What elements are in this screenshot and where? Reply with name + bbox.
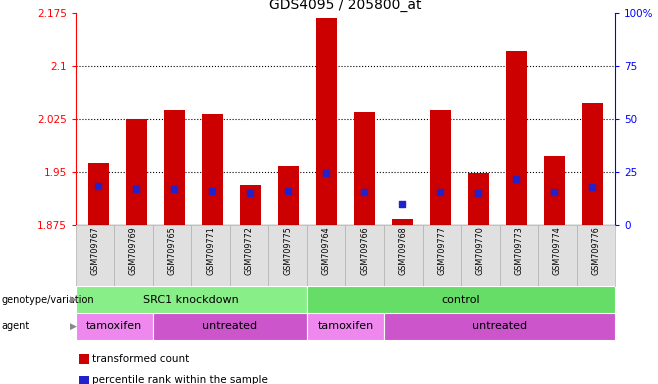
Bar: [240, 184, 261, 225]
Text: ▶: ▶: [70, 322, 77, 331]
Text: GSM709776: GSM709776: [592, 227, 601, 275]
FancyBboxPatch shape: [538, 225, 576, 286]
Bar: [126, 119, 147, 225]
Point: [435, 189, 445, 195]
Point: [283, 188, 293, 194]
Point: [93, 183, 104, 189]
Text: GSM709773: GSM709773: [515, 227, 523, 275]
Bar: [384, 313, 615, 340]
Text: GSM709765: GSM709765: [168, 227, 176, 275]
Point: [473, 190, 484, 196]
Bar: [202, 114, 223, 225]
Bar: [88, 163, 109, 225]
Text: GSM709777: GSM709777: [438, 227, 446, 275]
FancyBboxPatch shape: [384, 225, 422, 286]
Text: SRC1 knockdown: SRC1 knockdown: [143, 295, 239, 305]
Point: [321, 170, 332, 176]
Bar: [468, 173, 489, 225]
Point: [207, 188, 218, 194]
Point: [397, 200, 408, 207]
Text: GSM709775: GSM709775: [283, 227, 292, 275]
Bar: [278, 166, 299, 225]
Bar: [582, 103, 603, 225]
Text: control: control: [442, 295, 480, 305]
Bar: [392, 219, 413, 225]
Text: untreated: untreated: [472, 321, 527, 331]
Text: GSM709769: GSM709769: [129, 227, 138, 275]
FancyBboxPatch shape: [461, 225, 499, 286]
FancyBboxPatch shape: [576, 225, 615, 286]
Text: untreated: untreated: [202, 321, 257, 331]
FancyBboxPatch shape: [499, 225, 538, 286]
FancyBboxPatch shape: [230, 225, 268, 286]
Text: GSM709774: GSM709774: [553, 227, 562, 275]
Bar: [354, 112, 375, 225]
Bar: [76, 286, 307, 313]
Bar: [307, 286, 615, 313]
Point: [549, 189, 560, 195]
Text: GSM709768: GSM709768: [399, 227, 408, 275]
FancyBboxPatch shape: [307, 225, 345, 286]
Bar: [76, 313, 153, 340]
Text: GSM709772: GSM709772: [245, 227, 253, 275]
Text: transformed count: transformed count: [92, 354, 190, 364]
FancyBboxPatch shape: [345, 225, 384, 286]
Point: [511, 176, 522, 182]
Text: percentile rank within the sample: percentile rank within the sample: [92, 375, 268, 384]
Text: tamoxifen: tamoxifen: [317, 321, 374, 331]
FancyBboxPatch shape: [191, 225, 230, 286]
Text: GSM709766: GSM709766: [360, 227, 369, 275]
Text: tamoxifen: tamoxifen: [86, 321, 142, 331]
FancyBboxPatch shape: [268, 225, 307, 286]
Title: GDS4095 / 205800_at: GDS4095 / 205800_at: [269, 0, 422, 12]
Bar: [506, 51, 527, 225]
Text: GSM709771: GSM709771: [206, 227, 215, 275]
Bar: [544, 156, 565, 225]
FancyBboxPatch shape: [76, 225, 114, 286]
Text: GSM709764: GSM709764: [322, 227, 331, 275]
Text: agent: agent: [1, 321, 30, 331]
Point: [131, 186, 141, 192]
Text: GSM709767: GSM709767: [90, 227, 99, 275]
Text: ▶: ▶: [70, 295, 77, 304]
FancyBboxPatch shape: [153, 225, 191, 286]
Bar: [164, 110, 185, 225]
Point: [359, 189, 370, 195]
Point: [245, 190, 256, 196]
FancyBboxPatch shape: [114, 225, 153, 286]
Bar: [316, 18, 337, 225]
FancyBboxPatch shape: [422, 225, 461, 286]
Text: GSM709770: GSM709770: [476, 227, 485, 275]
Bar: [430, 110, 451, 225]
Text: genotype/variation: genotype/variation: [1, 295, 94, 305]
Bar: [307, 313, 384, 340]
Point: [587, 184, 597, 190]
Bar: [153, 313, 307, 340]
Point: [169, 186, 180, 192]
